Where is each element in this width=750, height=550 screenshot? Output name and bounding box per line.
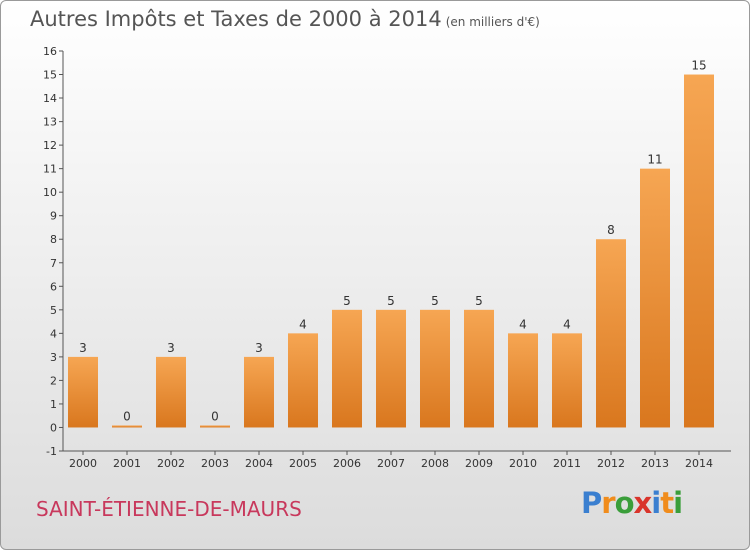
bar [200, 425, 230, 428]
chart-title: Autres Impôts et Taxes de 2000 à 2014 (en… [30, 7, 540, 31]
y-tick-label: 6 [50, 280, 57, 293]
bar-value-label: 8 [607, 223, 615, 237]
y-tick-label: 0 [50, 421, 57, 434]
y-tick-label: 11 [43, 163, 57, 176]
bar [464, 309, 494, 428]
x-tick-label: 2008 [421, 457, 449, 470]
bar [640, 168, 670, 428]
logo-letter: i [673, 486, 683, 520]
title-unit: (en milliers d'€) [445, 15, 540, 29]
x-tick-label: 2001 [113, 457, 141, 470]
y-tick-label: 3 [50, 351, 57, 364]
bar [376, 309, 406, 428]
bar-value-label: 5 [475, 294, 483, 308]
commune-name: SAINT-ÉTIENNE-DE-MAURS [36, 497, 302, 521]
logo-letter: P [581, 486, 602, 520]
bar-value-label: 5 [387, 294, 395, 308]
bar [156, 356, 186, 428]
x-tick-label: 2006 [333, 457, 361, 470]
x-tick-label: 2009 [465, 457, 493, 470]
bar [508, 333, 538, 428]
x-tick-label: 2003 [201, 457, 229, 470]
y-tick-label: 7 [50, 257, 57, 270]
x-tick-label: 2011 [553, 457, 581, 470]
x-tick-label: 2004 [245, 457, 273, 470]
y-tick-label: 8 [50, 233, 57, 246]
y-tick-label: 16 [43, 45, 57, 58]
y-tick-label: 14 [43, 92, 57, 105]
title-text: Autres Impôts et Taxes de 2000 à 2014 [30, 7, 442, 31]
x-tick-label: 2010 [509, 457, 537, 470]
x-tick-label: 2013 [641, 457, 669, 470]
logo-letter: r [601, 486, 615, 520]
bar [68, 356, 98, 428]
logo-letter: o [614, 486, 635, 520]
x-tick-label: 2007 [377, 457, 405, 470]
bar [288, 333, 318, 428]
x-tick-label: 2000 [69, 457, 97, 470]
y-tick-label: 1 [50, 398, 57, 411]
y-tick-label: 12 [43, 139, 57, 152]
bar [244, 356, 274, 428]
logo-letter: t [660, 486, 674, 520]
bar-value-label: 11 [647, 153, 662, 167]
x-tick-label: 2014 [685, 457, 713, 470]
logo-letter: i [651, 486, 661, 520]
bar-value-label: 4 [299, 317, 307, 331]
y-tick-label: 15 [43, 69, 57, 82]
bar-value-label: 4 [563, 317, 571, 331]
y-tick-label: 9 [50, 210, 57, 223]
bar-value-label: 4 [519, 317, 527, 331]
bar [112, 425, 142, 428]
y-tick-label: 2 [50, 374, 57, 387]
y-tick-label: 4 [50, 327, 57, 340]
y-tick-label: -1 [46, 445, 57, 458]
bar [596, 239, 626, 428]
y-tick-label: 13 [43, 116, 57, 129]
bar [420, 309, 450, 428]
bar-value-label: 3 [255, 341, 263, 355]
y-tick-label: 10 [43, 186, 57, 199]
proxiti-logo: Proxiti [581, 486, 683, 520]
bar-value-label: 3 [167, 341, 175, 355]
bar [552, 333, 582, 428]
logo-letter: x [633, 486, 653, 520]
bar [684, 74, 714, 428]
bar-value-label: 5 [343, 294, 351, 308]
bar-value-label: 3 [79, 341, 87, 355]
y-tick-label: 5 [50, 304, 57, 317]
bar [332, 309, 362, 428]
bar-value-label: 0 [123, 409, 131, 423]
bar-value-label: 15 [691, 59, 706, 73]
x-tick-label: 2005 [289, 457, 317, 470]
bar-value-label: 5 [431, 294, 439, 308]
bar-value-label: 0 [211, 409, 219, 423]
x-tick-label: 2012 [597, 457, 625, 470]
x-tick-label: 2002 [157, 457, 185, 470]
